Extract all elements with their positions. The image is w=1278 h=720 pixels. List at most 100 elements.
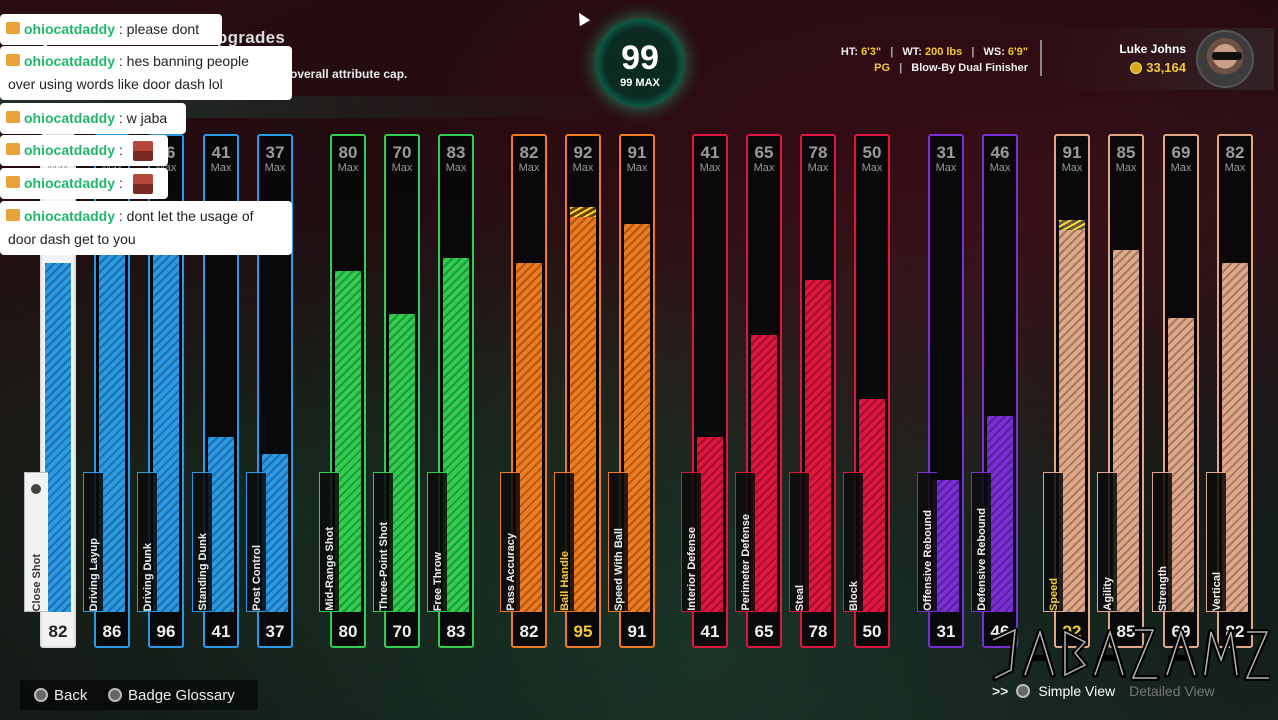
attribute-bar[interactable]: 50 Max 50 Block bbox=[843, 134, 890, 648]
attribute-bar[interactable]: 65 Max 65 Perimeter Defense bbox=[735, 134, 782, 648]
attribute-bar[interactable]: 70 Max 70 Three-Point Shot bbox=[373, 134, 420, 648]
attribute-bar[interactable]: 83 Max 83 Free Throw bbox=[427, 134, 474, 648]
attribute-bar[interactable]: 82 Max 82 Vertical bbox=[1206, 134, 1253, 648]
overall-rating-badge: 99 99 MAX bbox=[596, 19, 684, 107]
attribute-max-value: 83 bbox=[446, 143, 466, 162]
attribute-name: Close Shot bbox=[30, 553, 43, 611]
page-subtitle: overall attribute cap. bbox=[290, 67, 408, 81]
attribute-bar[interactable]: 80 Max 80 Mid-Range Shot bbox=[319, 134, 366, 648]
attribute-fill bbox=[208, 437, 234, 612]
chat-text: : bbox=[118, 142, 123, 158]
attribute-fill bbox=[570, 207, 596, 612]
attribute-max-label: Max bbox=[753, 162, 775, 174]
attribute-name-tab: Agility bbox=[1097, 472, 1117, 612]
attribute-value: 31 bbox=[936, 622, 956, 641]
attribute-fill bbox=[153, 203, 179, 612]
player-measurements: HT: 6'3" | WT: 200 lbs | WS: 6'9" PG | B… bbox=[841, 44, 1028, 76]
badge-glossary-button[interactable]: Badge Glossary bbox=[108, 682, 235, 708]
attribute-name-tab: Driving Dunk bbox=[137, 472, 157, 612]
detailed-view-option[interactable]: Detailed View bbox=[1129, 683, 1215, 699]
attribute-name: Standing Dunk bbox=[196, 533, 209, 611]
chat-text: : hes banning people bbox=[118, 53, 249, 69]
attribute-max-label: Max bbox=[1170, 162, 1192, 174]
attribute-max-value: 46 bbox=[990, 143, 1010, 162]
attribute-name-tab: Strength bbox=[1152, 472, 1172, 612]
simple-view-option[interactable]: Simple View bbox=[1038, 683, 1116, 699]
attribute-max-label: Max bbox=[699, 162, 721, 174]
chat-badge-icon bbox=[6, 22, 20, 34]
attribute-value: 70 bbox=[392, 622, 412, 641]
separator: | bbox=[890, 46, 894, 58]
attribute-max-label: Max bbox=[1224, 162, 1246, 174]
attribute-fill bbox=[1168, 318, 1194, 612]
attribute-name-tab: Steal bbox=[789, 472, 809, 612]
chat-username: ohiocatdaddy bbox=[24, 110, 116, 126]
attribute-bar[interactable]: 69 Max 69 Strength bbox=[1152, 134, 1199, 648]
attribute-name: Offensive Rebound bbox=[921, 510, 934, 611]
back-button[interactable]: Back bbox=[34, 682, 87, 708]
chat-message: ohiocatdaddy : dont let the usage of doo… bbox=[0, 201, 292, 255]
height-value: 6'3" bbox=[861, 46, 882, 58]
attribute-value: 86 bbox=[102, 622, 122, 641]
attribute-fill bbox=[697, 437, 723, 612]
attribute-max-value: 41 bbox=[211, 143, 231, 162]
attribute-fill bbox=[335, 271, 361, 612]
attribute-value: 80 bbox=[338, 622, 358, 641]
player-avatar bbox=[1196, 30, 1254, 88]
attribute-name-tab: Driving Layup bbox=[83, 472, 103, 612]
attribute-fill bbox=[45, 263, 71, 612]
player-divider bbox=[1040, 40, 1042, 76]
attribute-max-value: 85 bbox=[1116, 143, 1136, 162]
attribute-name: Interior Defense bbox=[685, 527, 698, 611]
chat-badge-icon bbox=[6, 143, 20, 155]
chat-badge-icon bbox=[6, 209, 20, 221]
attribute-fill bbox=[859, 399, 885, 612]
attribute-bar[interactable]: 85 Max 85 Agility bbox=[1097, 134, 1144, 648]
attribute-fill bbox=[389, 314, 415, 612]
attribute-name: Vertical bbox=[1210, 571, 1223, 611]
double-chevron-icon: >> bbox=[992, 683, 1009, 699]
archetype-value: Blow-By Dual Finisher bbox=[911, 62, 1028, 74]
chat-badge-icon bbox=[6, 54, 20, 66]
attribute-name-tab: Mid-Range Shot bbox=[319, 472, 339, 612]
attribute-name: Mid-Range Shot bbox=[323, 527, 336, 611]
attribute-bar[interactable]: 82 Max 82 Pass Accuracy bbox=[500, 134, 547, 648]
attribute-value: 41 bbox=[700, 622, 720, 641]
attribute-value: 95 bbox=[573, 622, 593, 641]
streamer-watermark-logo bbox=[990, 627, 1270, 681]
overall-max-label: 99 MAX bbox=[620, 77, 660, 89]
attribute-name: Defensive Rebound bbox=[975, 508, 988, 611]
triangle-button-icon bbox=[1016, 684, 1031, 698]
attribute-max-value: 41 bbox=[700, 143, 720, 162]
attribute-max-label: Max bbox=[210, 162, 232, 174]
attribute-bar[interactable]: 92 Max 95 Ball Handle bbox=[554, 134, 601, 648]
view-toggle[interactable]: >> Simple View Detailed View bbox=[992, 683, 1215, 699]
attribute-max-value: 91 bbox=[627, 143, 647, 162]
attribute-bar[interactable]: 91 Max 91 Speed With Ball bbox=[608, 134, 655, 648]
attribute-fill bbox=[751, 335, 777, 612]
attribute-max-label: Max bbox=[935, 162, 957, 174]
weight-value: 200 lbs bbox=[924, 46, 963, 58]
attribute-value: 78 bbox=[808, 622, 828, 641]
attribute-max-value: 78 bbox=[808, 143, 828, 162]
chat-badge-icon bbox=[6, 111, 20, 123]
attribute-bar[interactable]: 41 Max 41 Interior Defense bbox=[681, 134, 728, 648]
attribute-name-tab: Pass Accuracy bbox=[500, 472, 520, 612]
attribute-max-label: Max bbox=[337, 162, 359, 174]
attribute-name: Speed bbox=[1047, 577, 1060, 611]
attribute-name: Strength bbox=[1156, 565, 1169, 611]
attribute-fill bbox=[624, 224, 650, 612]
attribute-bar[interactable]: 78 Max 78 Steal bbox=[789, 134, 836, 648]
attribute-name: Post Control bbox=[250, 545, 263, 611]
attribute-bar[interactable]: 31 Max 31 Offensive Rebound bbox=[917, 134, 964, 648]
chat-username: ohiocatdaddy bbox=[24, 21, 116, 37]
attribute-max-value: 70 bbox=[392, 143, 412, 162]
attribute-fill bbox=[262, 454, 288, 612]
chat-username: ohiocatdaddy bbox=[24, 142, 116, 158]
attribute-bar[interactable]: 46 Max 46 Defensive Rebound bbox=[971, 134, 1018, 648]
attribute-name: Pass Accuracy bbox=[504, 533, 517, 611]
attribute-bar[interactable]: 91 Max 92 Speed bbox=[1043, 134, 1090, 648]
attribute-name: Ball Handle bbox=[558, 551, 571, 611]
attribute-fill bbox=[443, 258, 469, 612]
overall-rating-value: 99 bbox=[621, 39, 659, 77]
